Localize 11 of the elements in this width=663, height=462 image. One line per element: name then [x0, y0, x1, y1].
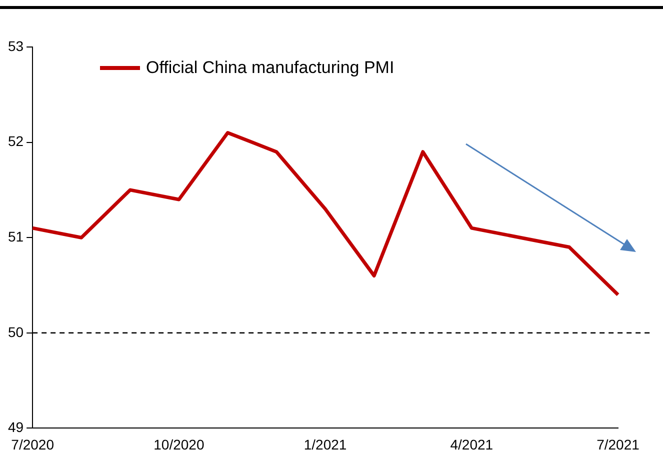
x-tick-label: 10/2020	[154, 436, 204, 452]
y-tick-label: 53	[8, 38, 24, 54]
x-tick-label: 1/2021	[304, 436, 347, 452]
x-tick-label: 7/2021	[596, 436, 640, 452]
y-tick-label: 51	[8, 228, 24, 244]
y-tick-label: 49	[8, 419, 24, 436]
x-tick-label: 7/2020	[11, 436, 54, 452]
x-tick-label: 4/2021	[450, 436, 494, 452]
y-tick-label: 50	[8, 324, 24, 340]
y-tick-label: 52	[8, 133, 24, 150]
legend-label: Official China manufacturing PMI	[146, 58, 394, 78]
